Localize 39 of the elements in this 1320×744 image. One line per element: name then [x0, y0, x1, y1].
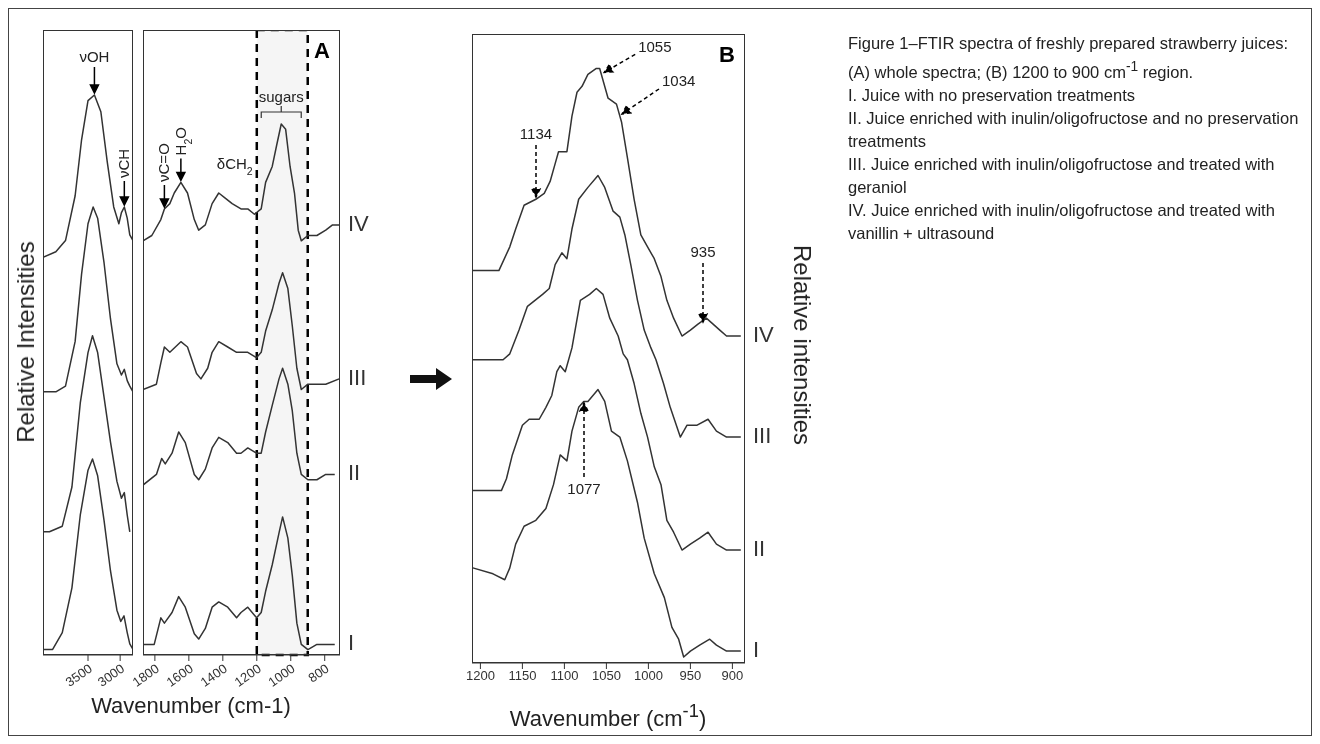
text: A — [314, 38, 330, 64]
x-tick-label: 1050 — [591, 668, 621, 684]
annotation: 1134 — [519, 125, 553, 142]
annotation: νCH — [115, 148, 133, 178]
series-label: IV — [753, 321, 775, 347]
y-axis-title: Relative Intensities — [12, 241, 40, 443]
text: I. Juice with no preservation treatments — [848, 84, 1137, 106]
series-label: III — [753, 422, 772, 448]
series-label: IV — [348, 210, 370, 236]
x-axis-title: Wavenumber (cm$^{-1}$) — [509, 700, 707, 732]
text: IV. Juice enriched with inulin/oligofructose and treated with vanillin + ultrasound — [848, 199, 1276, 244]
x-tick-label: 800 — [305, 660, 332, 686]
series-label: I — [753, 636, 760, 662]
annotation: νC=O — [155, 143, 173, 182]
x-tick-label: 950 — [679, 668, 702, 684]
annotation: 1077 — [567, 480, 601, 497]
x-tick-label: 1000 — [633, 668, 663, 684]
y-axis-title: Relative intensities — [788, 244, 816, 446]
x-tick-label: 3000 — [94, 660, 128, 690]
text: B — [719, 42, 735, 68]
annotation: 1055 — [638, 38, 672, 56]
x-tick-label: 1100 — [550, 668, 579, 684]
x-tick-label: 1200 — [465, 668, 495, 684]
annotation: 935 — [690, 243, 716, 260]
annotation: νOH — [79, 47, 110, 65]
x-axis-title: Wavenumber (cm-1) — [91, 693, 291, 719]
series-label: II — [753, 535, 766, 561]
series-label: III — [348, 364, 367, 390]
x-tick-label: 3500 — [62, 660, 96, 690]
x-tick-label: 900 — [721, 668, 744, 684]
annotation: δCH$_{2}$ — [216, 155, 253, 178]
series-label: II — [348, 460, 361, 486]
annotation: sugars — [258, 87, 304, 105]
x-tick-label: 1150 — [508, 668, 537, 684]
annotation: 1034 — [662, 72, 696, 89]
text: III. Juice enriched with inulin/oligofructose and treated with geraniol — [848, 153, 1276, 198]
text: II. Juice enriched with inulin/oligofructose and no preservation treatments — [848, 107, 1300, 152]
series-label: I — [348, 630, 355, 656]
caption: Figure 1–FTIR spectra of freshly prepared strawberry juices: (A) whole spectra; (B) 1200 to 900 cm$^{-1}$ region. — [848, 33, 1290, 83]
